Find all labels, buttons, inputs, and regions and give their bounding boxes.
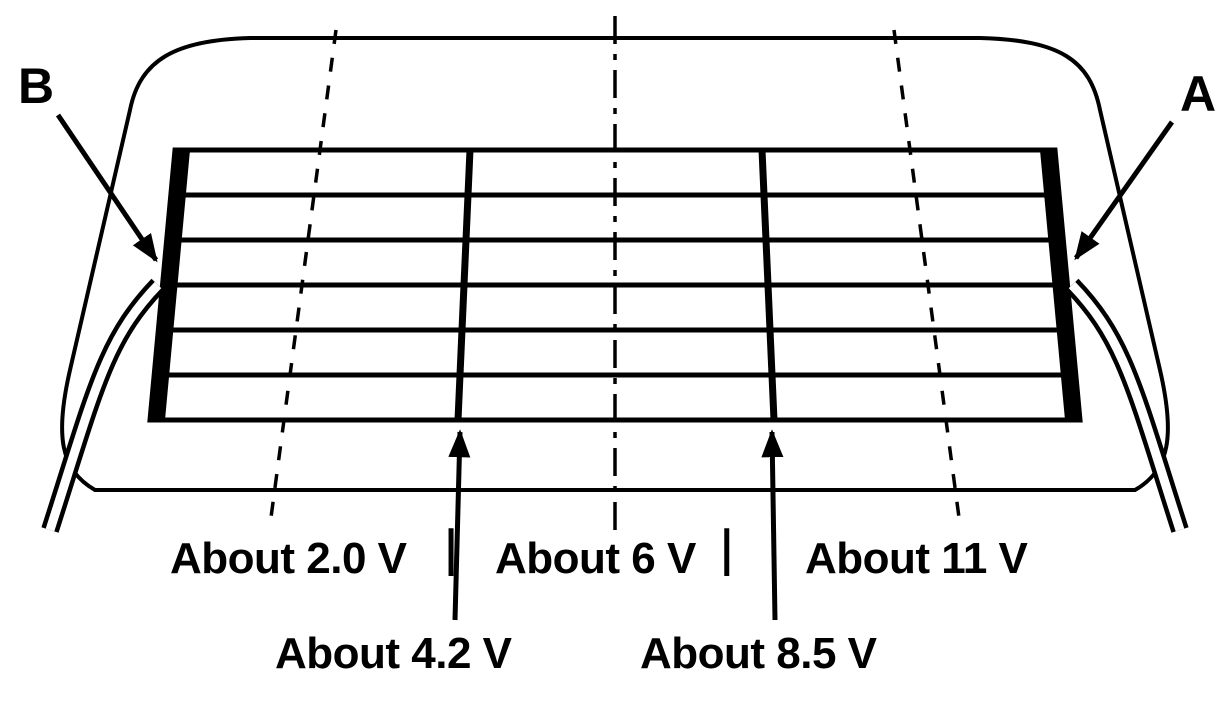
voltage-label-11v: About 11 V [805,534,1027,584]
arrow-to-terminal-a [1076,122,1172,258]
terminal-label-a: A [1180,65,1216,123]
terminal-label-b: B [18,57,54,115]
arrow-to-4-2v [455,432,460,620]
wire-right-inner [1072,285,1180,530]
wire-left-inner [50,285,158,530]
dashed-guide-0 [270,30,336,525]
arrow-to-terminal-b [58,115,156,260]
voltage-label-6v: About 6 V [495,534,696,584]
dashed-guide-1 [894,30,960,525]
voltage-label-8-5v: About 8.5 V [640,629,877,679]
arrow-to-8-5v [772,432,775,620]
voltage-label-2-0v: About 2.0 V [170,534,407,584]
voltage-label-4-2v: About 4.2 V [275,629,512,679]
defogger-diagram [0,0,1229,705]
